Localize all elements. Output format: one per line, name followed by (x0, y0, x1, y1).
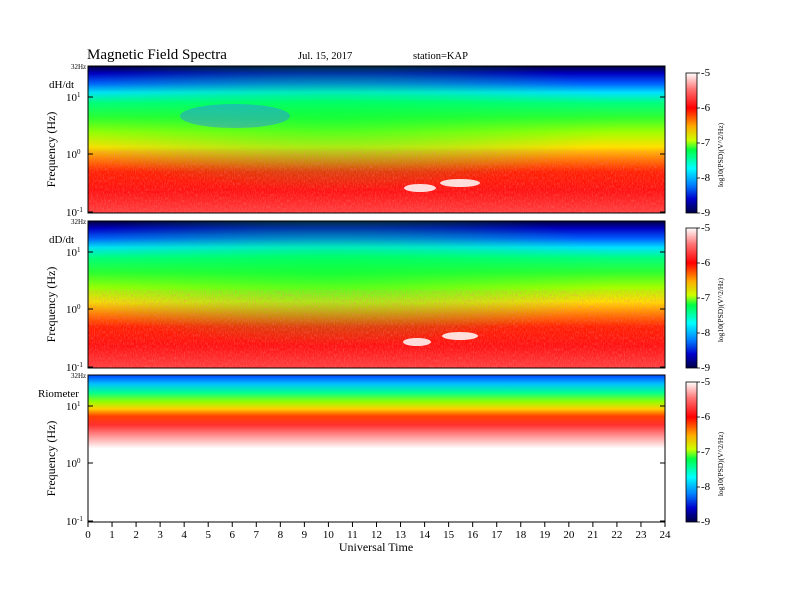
colorbars: -5 -6 -7 -8 -9 log10(PSD)(V^2/Hz) -5 -6 -7 -8 -9 lo… (685, 67, 725, 528)
figure-station: station=KAP (413, 51, 468, 62)
colorbar-label: log10(PSD)(V^2/Hz) (716, 122, 725, 187)
y-tick-label: 100 (66, 148, 81, 161)
colorbar (685, 227, 698, 369)
colorbar-tick-label: -7 (701, 292, 711, 304)
panel-y-axis-label: Frequency (Hz) (44, 421, 58, 497)
y-tick-label: 100 (66, 303, 81, 316)
x-tick-label: 7 (254, 529, 260, 541)
x-tick-label: 5 (205, 529, 211, 541)
colorbar-tick-label: -7 (701, 446, 711, 458)
panel-dh-dt (87, 65, 666, 214)
colorbar-tick-label: -5 (701, 222, 711, 234)
x-axis: 0 1 2 3 4 5 6 7 8 9 10 11 12 13 14 15 16 17 18 19 20 21 22 23 24 (85, 522, 671, 541)
x-tick-label: 23 (635, 529, 647, 541)
colorbar (685, 381, 698, 523)
colorbar-tick-label: -8 (701, 481, 711, 493)
colorbar-tick-label: -8 (701, 172, 711, 184)
colorbar-tick-label: -5 (701, 67, 711, 79)
x-tick-label: 17 (491, 529, 503, 541)
y-tick-label: 10-1 (66, 206, 83, 219)
x-axis-label: Universal Time (339, 540, 413, 554)
y-tick-label: 101 (66, 91, 81, 104)
panel-name: dH/dt (49, 79, 74, 91)
x-tick-label: 15 (443, 529, 455, 541)
colorbar-tick-label: -9 (701, 516, 711, 528)
x-tick-label: 4 (181, 529, 187, 541)
panel-top-freq-label: 32Hz (71, 63, 86, 71)
x-tick-label: 18 (515, 529, 527, 541)
x-tick-label: 22 (611, 529, 622, 541)
x-tick-label: 9 (302, 529, 308, 541)
colorbar-tick-label: -8 (701, 327, 711, 339)
x-tick-label: 3 (157, 529, 163, 541)
x-tick-label: 20 (563, 529, 575, 541)
y-tick-label: 100 (66, 457, 81, 470)
figure-title: Magnetic Field Spectra (87, 47, 227, 63)
x-tick-label: 21 (587, 529, 598, 541)
colorbar-tick-label: -9 (701, 362, 711, 374)
x-tick-label: 10 (323, 529, 335, 541)
x-tick-label: 24 (660, 529, 672, 541)
figure-date: Jul. 15, 2017 (298, 51, 352, 62)
colorbar-tick-label: -6 (701, 411, 711, 423)
colorbar-tick-label: -6 (701, 102, 711, 114)
x-tick-label: 0 (85, 529, 91, 541)
x-tick-label: 11 (347, 529, 358, 541)
panel-y-axis-label: Frequency (Hz) (44, 267, 58, 343)
colorbar-tick-label: -9 (701, 207, 711, 219)
panel-name: dD/dt (49, 234, 74, 246)
y-tick-label: 10-1 (66, 515, 83, 528)
panel-riometer (87, 374, 666, 523)
x-tick-label: 6 (230, 529, 236, 541)
colorbar-tick-label: -7 (701, 137, 711, 149)
x-tick-label: 16 (467, 529, 479, 541)
panel-name: Riometer (38, 388, 79, 400)
x-tick-label: 19 (539, 529, 551, 541)
panel-top-freq-label: 32Hz (71, 372, 86, 380)
x-tick-label: 14 (419, 529, 431, 541)
panel-dd-dt (87, 220, 666, 369)
colorbar (685, 72, 698, 214)
x-tick-label: 1 (109, 529, 115, 541)
colorbar-tick-label: -5 (701, 376, 711, 388)
panel-top-freq-label: 32Hz (71, 218, 86, 226)
x-tick-label: 2 (133, 529, 139, 541)
x-tick-label: 12 (371, 529, 382, 541)
x-tick-label: 8 (278, 529, 284, 541)
colorbar-label: log10(PSD)(V^2/Hz) (716, 431, 725, 496)
x-tick-label: 13 (395, 529, 407, 541)
y-tick-label: 101 (66, 246, 81, 259)
panel-y-axis-label: Frequency (Hz) (44, 112, 58, 188)
colorbar-tick-label: -6 (701, 257, 711, 269)
colorbar-label: log10(PSD)(V^2/Hz) (716, 277, 725, 342)
y-tick-label: 10-1 (66, 361, 83, 374)
y-tick-label: 101 (66, 400, 81, 413)
spectrogram-riometer (88, 375, 665, 522)
